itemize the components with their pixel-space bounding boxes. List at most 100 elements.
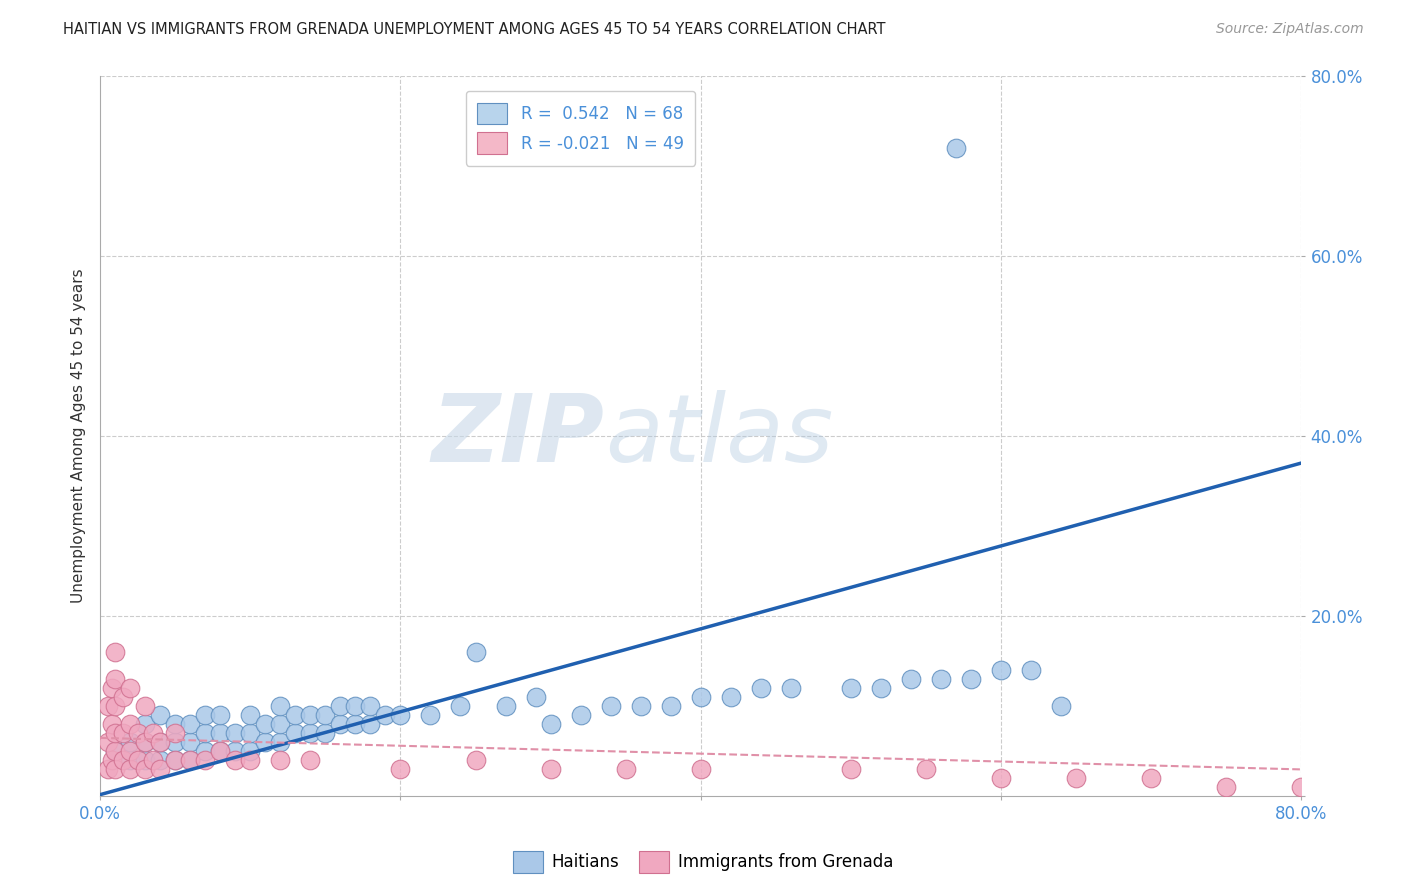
Point — [127, 753, 149, 767]
Point — [344, 699, 367, 714]
Point — [149, 735, 172, 749]
Y-axis label: Unemployment Among Ages 45 to 54 years: Unemployment Among Ages 45 to 54 years — [72, 268, 86, 603]
Point — [464, 645, 486, 659]
Text: Source: ZipAtlas.com: Source: ZipAtlas.com — [1216, 22, 1364, 37]
Point — [104, 673, 127, 687]
Point — [104, 763, 127, 777]
Point — [104, 744, 127, 758]
Point — [194, 708, 217, 723]
Point — [165, 717, 187, 731]
Point — [329, 717, 352, 731]
Point — [111, 690, 134, 705]
Point — [269, 735, 291, 749]
Point — [689, 690, 711, 705]
Point — [165, 735, 187, 749]
Point — [269, 717, 291, 731]
Point — [209, 744, 232, 758]
Point — [254, 735, 277, 749]
Point — [134, 735, 156, 749]
Point — [224, 726, 246, 740]
Point — [1291, 780, 1313, 795]
Point — [224, 753, 246, 767]
Legend: Haitians, Immigrants from Grenada: Haitians, Immigrants from Grenada — [506, 845, 900, 880]
Text: HAITIAN VS IMMIGRANTS FROM GRENADA UNEMPLOYMENT AMONG AGES 45 TO 54 YEARS CORREL: HAITIAN VS IMMIGRANTS FROM GRENADA UNEMP… — [63, 22, 886, 37]
Point — [870, 681, 893, 696]
Point — [104, 744, 127, 758]
Point — [149, 735, 172, 749]
Point — [269, 699, 291, 714]
Point — [269, 753, 291, 767]
Point — [101, 681, 124, 696]
Point — [540, 763, 562, 777]
Point — [134, 763, 156, 777]
Point — [900, 673, 922, 687]
Point — [104, 699, 127, 714]
Point — [359, 717, 381, 731]
Point — [299, 726, 322, 740]
Point — [839, 763, 862, 777]
Point — [142, 726, 165, 740]
Point — [659, 699, 682, 714]
Point — [720, 690, 742, 705]
Point — [239, 708, 262, 723]
Point — [1140, 772, 1163, 786]
Point — [314, 726, 336, 740]
Point — [389, 763, 412, 777]
Point — [915, 763, 938, 777]
Point — [134, 717, 156, 731]
Point — [101, 717, 124, 731]
Point — [97, 699, 120, 714]
Point — [524, 690, 547, 705]
Point — [97, 735, 120, 749]
Point — [254, 717, 277, 731]
Point — [929, 673, 952, 687]
Point — [419, 708, 441, 723]
Point — [239, 726, 262, 740]
Point — [389, 708, 412, 723]
Point — [209, 708, 232, 723]
Point — [1050, 699, 1073, 714]
Point — [779, 681, 801, 696]
Point — [359, 699, 381, 714]
Point — [134, 699, 156, 714]
Point — [839, 681, 862, 696]
Point — [127, 726, 149, 740]
Point — [540, 717, 562, 731]
Point — [97, 763, 120, 777]
Point — [120, 735, 142, 749]
Point — [179, 735, 201, 749]
Point — [149, 763, 172, 777]
Point — [179, 753, 201, 767]
Point — [209, 744, 232, 758]
Point — [1019, 663, 1042, 677]
Point — [614, 763, 637, 777]
Point — [344, 717, 367, 731]
Point — [134, 735, 156, 749]
Point — [569, 708, 592, 723]
Point — [299, 708, 322, 723]
Point — [1064, 772, 1087, 786]
Point — [120, 753, 142, 767]
Point — [111, 726, 134, 740]
Point — [960, 673, 983, 687]
Point — [299, 753, 322, 767]
Point — [284, 708, 307, 723]
Text: atlas: atlas — [605, 391, 832, 482]
Point — [134, 753, 156, 767]
Point — [120, 744, 142, 758]
Point — [749, 681, 772, 696]
Point — [630, 699, 652, 714]
Point — [329, 699, 352, 714]
Point — [142, 753, 165, 767]
Point — [120, 763, 142, 777]
Point — [239, 744, 262, 758]
Point — [120, 717, 142, 731]
Point — [194, 726, 217, 740]
Point — [990, 772, 1012, 786]
Point — [165, 753, 187, 767]
Point — [194, 744, 217, 758]
Point — [149, 753, 172, 767]
Point — [120, 681, 142, 696]
Point — [179, 753, 201, 767]
Point — [945, 140, 967, 154]
